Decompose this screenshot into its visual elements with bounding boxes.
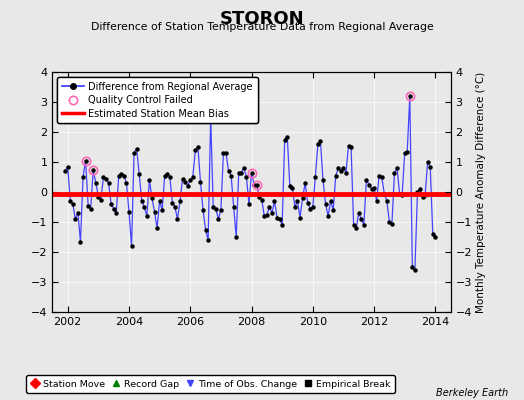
Text: STORON: STORON [220, 10, 304, 28]
Y-axis label: Monthly Temperature Anomaly Difference (°C): Monthly Temperature Anomaly Difference (… [476, 71, 486, 313]
Legend: Difference from Regional Average, Quality Control Failed, Estimated Station Mean: Difference from Regional Average, Qualit… [57, 77, 258, 123]
Legend: Station Move, Record Gap, Time of Obs. Change, Empirical Break: Station Move, Record Gap, Time of Obs. C… [26, 375, 395, 393]
Text: Difference of Station Temperature Data from Regional Average: Difference of Station Temperature Data f… [91, 22, 433, 32]
Text: Berkeley Earth: Berkeley Earth [436, 388, 508, 398]
